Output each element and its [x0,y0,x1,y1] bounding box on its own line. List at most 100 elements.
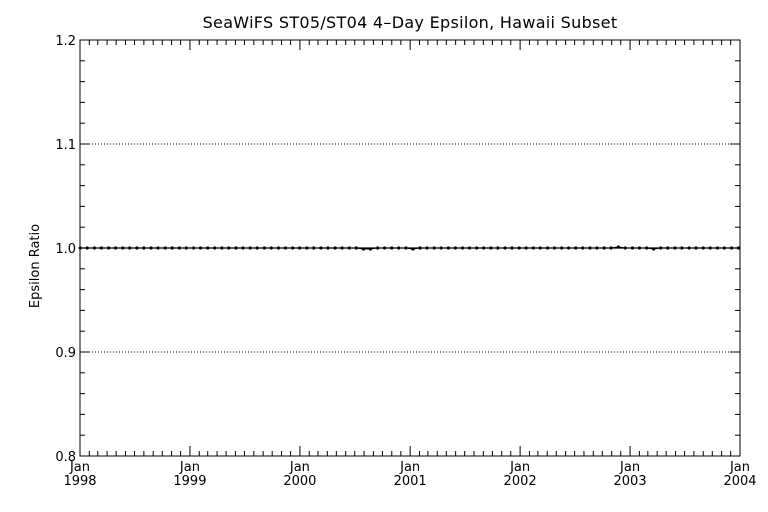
data-point [510,246,514,250]
data-point [262,246,266,250]
data-point [560,246,564,250]
data-point [503,246,507,250]
data-point [326,246,330,250]
x-tick-label-year: 2004 [723,474,756,489]
data-point [446,246,451,250]
data-point [354,246,358,250]
x-tick-label-year: 1999 [173,474,206,489]
x-tick-label-year: 1998 [63,474,96,489]
data-point [142,246,146,250]
y-tick-label: 0.9 [55,346,76,361]
data-point [135,246,139,250]
data-point [439,246,443,250]
data-point [637,246,641,250]
data-point [227,246,231,250]
data-point [319,246,323,250]
data-point [340,246,344,250]
data-point [312,246,316,250]
data-point [234,246,238,250]
y-tick-label: 1.2 [55,34,76,49]
x-tick-label-month: Jan [729,460,750,475]
data-point [333,246,337,250]
data-point [283,246,288,250]
data-point [630,246,635,250]
data-point [701,246,705,250]
data-point [496,246,500,250]
data-point [694,246,698,250]
data-point [92,246,97,250]
data-point [213,246,217,250]
data-point [113,246,118,250]
data-point [418,246,422,250]
series-layer [78,245,741,251]
data-point [255,246,259,250]
data-point [390,246,394,250]
data-point [170,246,174,250]
data-point [241,246,245,250]
data-point [460,246,465,250]
data-point [659,246,663,250]
data-point [566,246,571,250]
data-point [198,246,203,250]
data-point [156,246,160,250]
data-point [673,246,677,250]
x-tick-label-month: Jan [289,460,310,475]
data-point [623,246,627,250]
data-point [453,246,457,250]
data-point [121,246,125,250]
data-point [291,246,295,250]
data-point [645,246,649,250]
data-point [248,246,252,250]
data-point [191,246,196,250]
tick-layer [79,39,741,457]
data-point [722,246,726,250]
data-point [269,246,273,250]
data-point [99,246,103,250]
data-point [609,246,613,250]
data-point [729,246,734,250]
data-point [666,246,670,250]
data-point [531,246,535,250]
data-point [163,246,167,250]
x-tick-label-year: 2001 [394,474,427,489]
data-point [220,246,224,250]
data-point [651,247,656,251]
data-point [552,246,557,250]
data-point [177,246,182,250]
data-point [78,246,82,250]
data-point [397,246,401,250]
data-point [715,246,720,250]
data-point [595,246,599,250]
data-point [588,246,592,250]
data-point [107,246,111,250]
y-axis-title: Epsilon Ratio [28,224,43,308]
data-point [545,246,550,250]
x-tick-label-year: 2003 [614,474,647,489]
series-line [80,246,739,250]
y-tick-label: 1.0 [55,242,76,257]
x-tick-label-month: Jan [399,460,420,475]
data-point [687,246,691,250]
data-point [368,247,372,251]
data-point [482,246,486,250]
x-tick-label-year: 2002 [504,474,537,489]
data-point [517,246,521,250]
chart-title: SeaWiFS ST05/ST04 4–Day Epsilon, Hawaii … [202,13,618,32]
data-point [347,246,351,250]
data-point [276,246,281,250]
data-point [128,246,132,250]
data-point [305,246,309,250]
y-tick-label: 0.8 [55,450,76,465]
data-point [149,246,153,250]
x-tick-label-month: Jan [69,460,90,475]
data-point [411,247,415,251]
x-tick-label-month: Jan [619,460,640,475]
data-point [206,246,210,250]
data-point [404,246,408,250]
data-point [524,246,528,250]
data-point [475,246,479,250]
data-point [574,246,578,250]
data-point [708,246,712,250]
data-point [432,246,436,250]
